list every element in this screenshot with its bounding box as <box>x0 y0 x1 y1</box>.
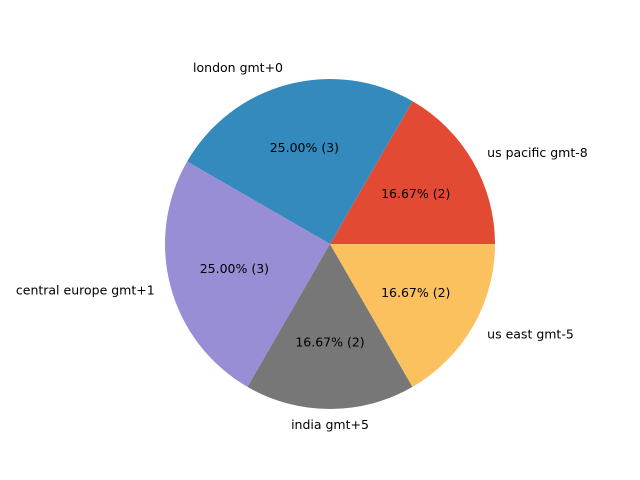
pie-slice-3 <box>247 244 413 409</box>
slice-percent-label-1: 25.00% (3) <box>270 140 339 155</box>
slice-percent-label-0: 16.67% (2) <box>381 186 450 201</box>
pie-slice-1 <box>187 79 413 244</box>
pie-labels: us pacific gmt-8 16.67% (2) london gmt+0 25… <box>16 60 588 432</box>
slice-label-4: us east gmt-5 <box>487 326 574 341</box>
pie-slice-2 <box>165 161 330 387</box>
pie-slice-0 <box>330 101 495 245</box>
slice-label-0: us pacific gmt-8 <box>487 145 588 160</box>
slice-label-1: london gmt+0 <box>193 60 283 75</box>
slice-label-2: central europe gmt+1 <box>16 282 155 297</box>
slice-percent-label-4: 16.67% (2) <box>381 285 450 300</box>
pie-slice-4 <box>330 244 495 387</box>
slice-percent-label-3: 16.67% (2) <box>295 335 364 350</box>
slice-label-3: india gmt+5 <box>291 417 369 432</box>
slice-percent-label-2: 25.00% (3) <box>200 261 269 276</box>
pie-slices <box>165 79 495 409</box>
